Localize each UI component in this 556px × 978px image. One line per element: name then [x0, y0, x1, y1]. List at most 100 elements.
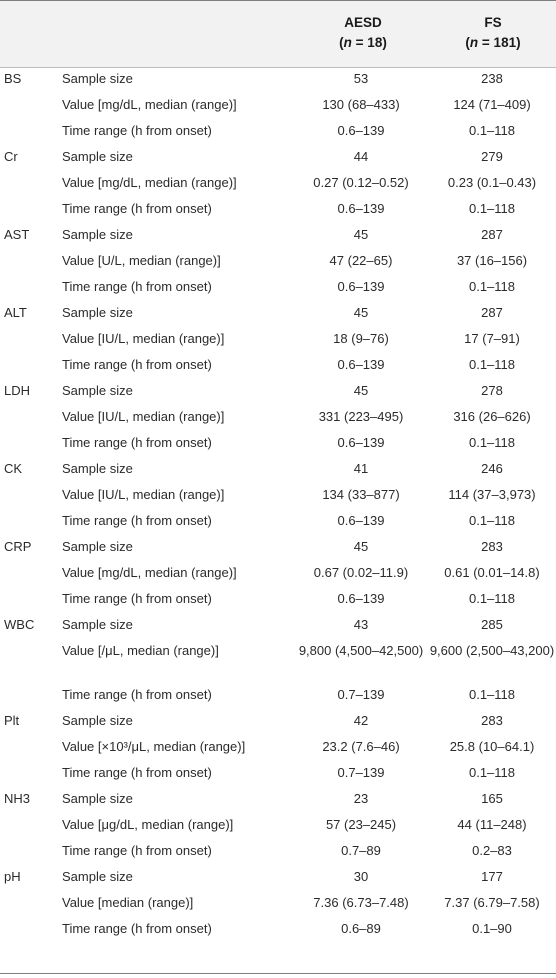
measure-cell: Value [mg/dL, median (range)]: [62, 175, 237, 190]
measure-cell: Time range (h from onset): [62, 513, 212, 528]
fs-value-cell: 246: [481, 461, 503, 476]
fs-value-cell: 0.1–118: [468, 357, 516, 372]
fs-value-cell: 287: [481, 305, 503, 320]
measure-cell: Sample size: [62, 869, 133, 884]
measure-cell: Sample size: [62, 305, 133, 320]
analyte-cell: AST: [4, 227, 30, 242]
table-row: Value [IU/L, median (range)] 18 (9–76) 17 …: [0, 326, 556, 352]
table-row: pH Sample size 30 177: [0, 864, 556, 890]
measure-cell: Sample size: [62, 71, 133, 86]
fs-value-cell: 278: [481, 383, 503, 398]
fs-value-cell: 177: [481, 869, 503, 884]
aesd-value-cell: 43: [353, 617, 369, 632]
fs-value-cell: 44 (11–248): [457, 817, 527, 832]
aesd-value-cell: 0.7–139: [337, 765, 385, 780]
aesd-value-cell: 0.6–139: [337, 201, 385, 216]
measure-cell: Time range (h from onset): [62, 843, 212, 858]
table-row: Time range (h from onset) 0.7–89 0.2–83: [0, 838, 556, 864]
table-row: LDH Sample size 45 278: [0, 378, 556, 404]
analyte-cell: CRP: [4, 539, 32, 554]
fs-value-cell: 114 (37–3,973): [448, 487, 536, 502]
table-row: Cr Sample size 44 279: [0, 144, 556, 170]
analyte-cell: WBC: [4, 617, 35, 632]
measure-cell: Time range (h from onset): [62, 357, 212, 372]
fs-value-cell: 285: [481, 617, 503, 632]
aesd-value-cell: 23.2 (7.6–46): [322, 739, 400, 754]
table-row: CRP Sample size 45 283: [0, 534, 556, 560]
measure-cell: Value [/μL, median (range)]: [62, 643, 219, 658]
measure-cell: Time range (h from onset): [62, 279, 212, 294]
measure-cell: Value [IU/L, median (range)]: [62, 409, 225, 424]
aesd-value-cell: 130 (68–433): [322, 97, 400, 112]
header-aesd-label: AESD: [344, 15, 382, 30]
aesd-value-cell: 0.7–139: [337, 687, 385, 702]
header-fs-label: FS: [484, 15, 502, 30]
aesd-value-cell: 0.6–139: [337, 279, 385, 294]
table-row: Value [/μL, median (range)] 9,800 (4,500–…: [0, 638, 556, 682]
table-row: Plt Sample size 42 283: [0, 708, 556, 734]
fs-value-cell: 7.37 (6.79–7.58): [444, 895, 540, 910]
aesd-value-cell: 18 (9–76): [333, 331, 389, 346]
aesd-value-cell: 30: [353, 869, 369, 884]
fs-value-cell: 25.8 (10–64.1): [449, 739, 535, 754]
measure-cell: Value [U/L, median (range)]: [62, 253, 221, 268]
aesd-value-cell: 0.67 (0.02–11.9): [313, 565, 409, 580]
measure-cell: Sample size: [62, 383, 133, 398]
measure-cell: Time range (h from onset): [62, 123, 212, 138]
analyte-cell: BS: [4, 71, 22, 86]
table-row: Time range (h from onset) 0.7–139 0.1–118: [0, 682, 556, 708]
aesd-value-cell: 134 (33–877): [322, 487, 400, 502]
analyte-cell: ALT: [4, 305, 27, 320]
measure-cell: Value [IU/L, median (range)]: [62, 487, 225, 502]
aesd-value-cell: 45: [353, 539, 369, 554]
fs-value-cell: 0.1–118: [468, 513, 516, 528]
aesd-value-cell: 45: [353, 305, 369, 320]
measure-cell: Time range (h from onset): [62, 921, 212, 936]
aesd-value-cell: 47 (22–65): [329, 253, 393, 268]
fs-value-cell: 238: [481, 71, 503, 86]
aesd-value-cell: 57 (23–245): [325, 817, 397, 832]
aesd-value-cell: 42: [353, 713, 369, 728]
aesd-value-cell: 45: [353, 227, 369, 242]
table-row: Value [mg/dL, median (range)] 0.67 (0.02–…: [0, 560, 556, 586]
aesd-value-cell: 53: [353, 71, 369, 86]
fs-value-cell: 0.1–118: [468, 435, 516, 450]
fs-value-cell: 283: [481, 713, 503, 728]
analyte-cell: pH: [4, 869, 21, 884]
fs-value-cell: 0.23 (0.1–0.43): [447, 175, 537, 190]
fs-value-cell: 124 (71–409): [453, 97, 531, 112]
measure-cell: Sample size: [62, 791, 133, 806]
table-row: Time range (h from onset) 0.6–139 0.1–118: [0, 196, 556, 222]
table-row: Value [μg/dL, median (range)] 57 (23–245)…: [0, 812, 556, 838]
measure-cell: Sample size: [62, 539, 133, 554]
table-row: Time range (h from onset) 0.6–139 0.1–118: [0, 118, 556, 144]
measure-cell: Value [×10³/μL, median (range)]: [62, 739, 246, 754]
measure-cell: Value [IU/L, median (range)]: [62, 331, 225, 346]
fs-value-cell: 287: [481, 227, 503, 242]
fs-value-cell: 0.61 (0.01–14.8): [444, 565, 540, 580]
table-row: NH3 Sample size 23 165: [0, 786, 556, 812]
table-row: Value [×10³/μL, median (range)] 23.2 (7.6…: [0, 734, 556, 760]
fs-value-cell: 9,600 (2,500–43,200): [429, 643, 555, 658]
table-row: ALT Sample size 45 287: [0, 300, 556, 326]
table-body: BS Sample size 53 238 Value [mg/dL, median (…: [0, 66, 556, 942]
fs-value-cell: 0.1–118: [468, 687, 516, 702]
measure-cell: Value [mg/dL, median (range)]: [62, 97, 237, 112]
table-row: Value [mg/dL, median (range)] 130 (68–433…: [0, 92, 556, 118]
table-header: AESD (n = 18) FS (n = 181): [0, 0, 556, 68]
measure-cell: Sample size: [62, 617, 133, 632]
table-row: Time range (h from onset) 0.6–139 0.1–118: [0, 352, 556, 378]
table-row: Time range (h from onset) 0.6–139 0.1–118: [0, 274, 556, 300]
aesd-value-cell: 0.6–139: [337, 357, 385, 372]
fs-value-cell: 0.1–118: [468, 279, 516, 294]
table-row: AST Sample size 45 287: [0, 222, 556, 248]
measure-cell: Value [mg/dL, median (range)]: [62, 565, 237, 580]
aesd-value-cell: 44: [353, 149, 369, 164]
fs-value-cell: 0.2–83: [472, 843, 512, 858]
fs-value-cell: 165: [481, 791, 503, 806]
analyte-cell: NH3: [4, 791, 31, 806]
fs-value-cell: 0.1–118: [468, 201, 516, 216]
measure-cell: Sample size: [62, 227, 133, 242]
measure-cell: Time range (h from onset): [62, 687, 212, 702]
aesd-value-cell: 23: [353, 791, 369, 806]
